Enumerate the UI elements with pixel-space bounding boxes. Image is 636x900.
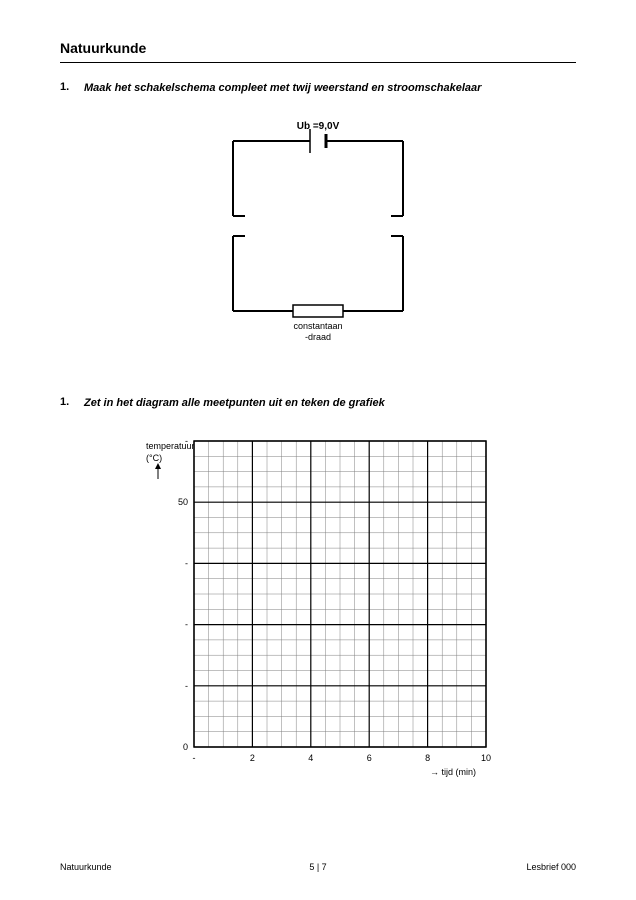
q2-text: Zet in het diagram alle meetpunten uit e… [84, 396, 385, 410]
chart: -2468100---50-→ tijd (min)temperatuur(°C… [60, 427, 576, 787]
svg-text:temperatuur: temperatuur [146, 441, 195, 451]
chart-svg: -2468100---50-→ tijd (min)temperatuur(°C… [138, 427, 498, 787]
svg-text:-: - [185, 680, 188, 690]
footer-right: Lesbrief 000 [526, 862, 576, 872]
q1-text: Maak het schakelschema compleet met twij… [84, 81, 481, 95]
svg-text:-: - [185, 619, 188, 629]
svg-text:→ tijd (min): → tijd (min) [430, 767, 476, 777]
circuit-diagram: Ub =9,0V constantaan-draad [60, 111, 576, 356]
q1-number: 1. [60, 81, 84, 93]
svg-text:0: 0 [183, 742, 188, 752]
footer-center: 5 | 7 [309, 862, 326, 872]
svg-text:50: 50 [178, 497, 188, 507]
svg-text:4: 4 [308, 753, 313, 763]
page-title: Natuurkunde [60, 40, 576, 56]
svg-text:10: 10 [481, 753, 491, 763]
svg-text:constantaan: constantaan [293, 321, 342, 331]
svg-text:-draad: -draad [305, 332, 331, 342]
svg-text:(°C): (°C) [146, 453, 162, 463]
svg-text:6: 6 [367, 753, 372, 763]
svg-text:8: 8 [425, 753, 430, 763]
svg-text:-: - [185, 558, 188, 568]
footer-left: Natuurkunde [60, 862, 112, 872]
footer: Natuurkunde 5 | 7 Lesbrief 000 [60, 862, 576, 872]
q2-number: 1. [60, 396, 84, 408]
header-rule [60, 62, 576, 63]
question-2: 1. Zet in het diagram alle meetpunten ui… [60, 396, 576, 410]
svg-text:-: - [193, 753, 196, 763]
svg-text:Ub =9,0V: Ub =9,0V [297, 121, 340, 132]
svg-text:2: 2 [250, 753, 255, 763]
circuit-svg: Ub =9,0V constantaan-draad [183, 111, 453, 351]
question-1: 1. Maak het schakelschema compleet met t… [60, 81, 576, 95]
